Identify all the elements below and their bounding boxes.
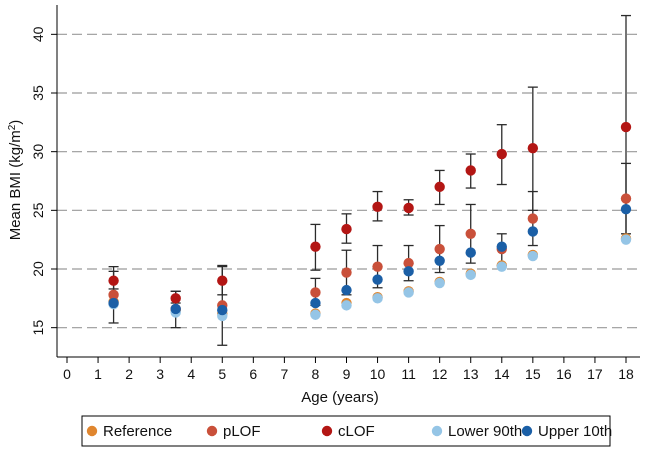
- point-plof: [434, 243, 445, 255]
- point-clof: [217, 275, 228, 286]
- point-upper-10th: [620, 203, 632, 215]
- point-plof: [527, 213, 539, 224]
- point-clof: [434, 181, 445, 193]
- point-upper-10th: [527, 226, 539, 237]
- point-lower-90th: [496, 261, 507, 272]
- y-tick-label: 25: [30, 202, 46, 218]
- x-tick-label: 10: [370, 366, 386, 382]
- x-tick-label: 12: [432, 366, 448, 382]
- point-plof: [341, 267, 352, 278]
- legend: Reference pLOF cLOF Lower 90th Upper 10th: [81, 415, 612, 447]
- point-plof: [310, 287, 321, 298]
- point-upper-10th: [310, 297, 321, 309]
- x-tick-label: 3: [156, 366, 164, 382]
- y-axis-title-superscript: 2: [7, 124, 18, 130]
- legend-label-lower-90th: Lower 90th: [448, 423, 522, 440]
- x-axis-title: Age (years): [301, 389, 379, 406]
- point-upper-10th: [465, 247, 476, 258]
- x-tick-label: 13: [463, 366, 479, 382]
- x-tick-label: 18: [618, 366, 634, 382]
- x-tick-label: 1: [94, 366, 102, 382]
- x-tick-label: 4: [187, 366, 195, 382]
- legend-label-reference: Reference: [103, 423, 172, 440]
- y-axis-title-close: ): [7, 120, 24, 125]
- point-clof: [527, 142, 539, 154]
- point-lower-90th: [372, 293, 383, 304]
- point-upper-10th: [496, 241, 507, 252]
- point-clof: [341, 223, 352, 235]
- x-tick-label: 0: [63, 366, 71, 382]
- y-tick-label: 35: [30, 85, 46, 101]
- x-tick-label: 14: [494, 366, 510, 382]
- x-tick-label: 9: [343, 366, 351, 382]
- point-lower-90th: [403, 287, 414, 298]
- legend-label-upper-10th: Upper 10th: [538, 423, 612, 440]
- y-tick-label: 20: [30, 261, 46, 277]
- point-lower-90th: [465, 269, 476, 281]
- point-upper-10th: [217, 304, 228, 316]
- legend-label-plof: pLOF: [223, 423, 261, 440]
- point-upper-10th: [372, 274, 383, 285]
- point-plof: [372, 261, 383, 272]
- point-upper-10th: [108, 297, 119, 309]
- y-axis-title: Mean BMI (kg/m2): [7, 120, 24, 241]
- x-tick-label: 7: [280, 366, 288, 382]
- point-lower-90th: [527, 250, 539, 262]
- legend-label-clof: cLOF: [338, 423, 375, 440]
- point-clof: [403, 202, 414, 214]
- y-axis-title-main: Mean BMI (kg/m: [7, 130, 24, 240]
- x-tick-label: 11: [401, 366, 416, 382]
- legend-marker-clof: [321, 425, 333, 437]
- point-clof: [310, 241, 321, 252]
- x-tick-label: 17: [587, 366, 603, 382]
- point-plof: [108, 289, 119, 301]
- gridlines: [57, 33, 640, 329]
- y-tick-label: 15: [30, 320, 46, 336]
- x-tick-label: 6: [249, 366, 257, 382]
- point-lower-90th: [310, 309, 321, 320]
- error-bars: [108, 14, 631, 346]
- point-upper-10th: [403, 266, 414, 277]
- y-tick-label: 30: [30, 144, 46, 160]
- point-lower-90th: [434, 277, 445, 289]
- point-plof: [403, 257, 414, 269]
- point-plof: [620, 193, 632, 204]
- point-clof: [465, 165, 476, 176]
- point-lower-90th: [341, 300, 352, 311]
- point-clof: [496, 148, 507, 160]
- legend-marker-reference: [86, 425, 98, 437]
- point-lower-90th: [620, 234, 632, 245]
- point-upper-10th: [434, 255, 445, 266]
- y-tick-label: 40: [30, 26, 46, 42]
- legend-marker-plof: [206, 425, 218, 437]
- point-clof: [372, 201, 383, 213]
- x-tick-label: 16: [556, 366, 572, 382]
- point-upper-10th: [341, 284, 352, 296]
- point-clof: [108, 275, 119, 286]
- x-tick-label: 2: [125, 366, 133, 382]
- point-upper-10th: [170, 303, 181, 315]
- data-points: [108, 121, 632, 322]
- legend-marker-lower-90th: [431, 425, 443, 437]
- legend-marker-upper-10th: [521, 425, 533, 437]
- point-plof: [465, 228, 476, 239]
- point-clof: [170, 293, 181, 304]
- point-clof: [620, 121, 632, 133]
- x-tick-label: 5: [218, 366, 226, 382]
- x-tick-label: 15: [525, 366, 541, 382]
- x-tick-label: 8: [312, 366, 320, 382]
